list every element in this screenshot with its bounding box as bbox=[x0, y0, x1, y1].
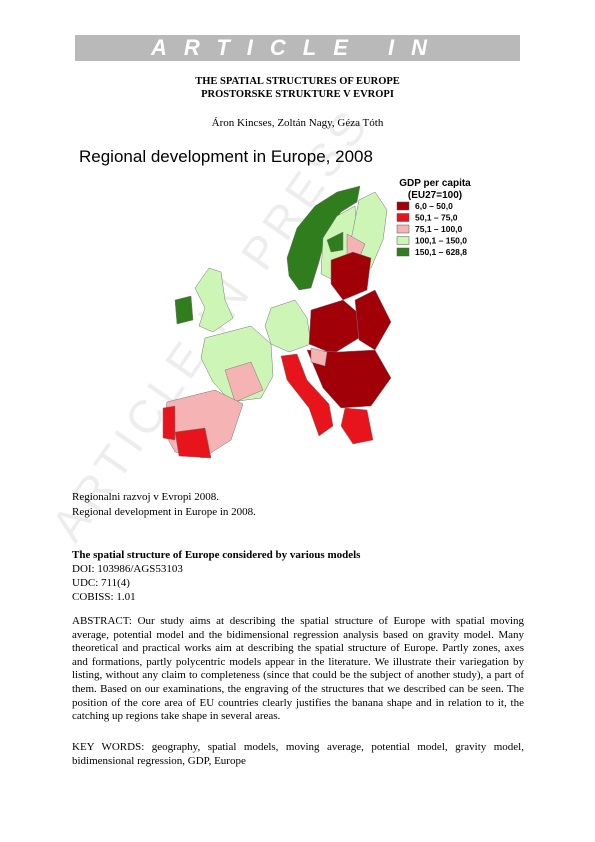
authors: Áron Kincses, Zoltán Nagy, Géza Tóth bbox=[211, 117, 384, 129]
legend: GDP per capita(EU27=100)6,0 – 50,0 50,1 –… bbox=[393, 174, 505, 262]
legend-box bbox=[393, 174, 505, 262]
region bbox=[162, 405, 176, 441]
region bbox=[174, 295, 194, 325]
meta: UDC: 711(4) bbox=[72, 577, 130, 589]
caption: Regional development in Europe in 2008. bbox=[72, 506, 256, 518]
keywords: KEY WORDS: geography, spatial models, mo… bbox=[72, 741, 524, 767]
map-figure: Regional development in Europe, 2008 GDP… bbox=[79, 147, 505, 459]
region bbox=[326, 231, 344, 253]
region bbox=[340, 407, 374, 445]
meta: DOI: 103986/AGS53103 bbox=[72, 563, 183, 575]
region bbox=[310, 347, 328, 367]
legend-swatch bbox=[396, 247, 410, 257]
caption: Regionalni razvoj v Evropi 2008. bbox=[72, 491, 219, 503]
region bbox=[280, 353, 334, 437]
legend-title: (EU27=100) bbox=[408, 190, 462, 201]
region bbox=[194, 267, 234, 333]
legend-swatch bbox=[396, 224, 410, 234]
legend-label: 6,0 – 50,0 bbox=[415, 201, 453, 211]
region bbox=[224, 361, 264, 403]
legend-label: 75,1 – 100,0 bbox=[415, 224, 463, 234]
region bbox=[264, 299, 312, 353]
title: THE SPATIAL STRUCTURES OF EUROPE bbox=[195, 76, 400, 87]
region bbox=[330, 251, 372, 301]
abstract: ABSTRACT: Our study aims at describing t… bbox=[72, 615, 524, 723]
legend-title: GDP per capita bbox=[399, 178, 471, 189]
title: PROSTORSKE STRUKTURE V EVROPI bbox=[201, 89, 394, 100]
legend-swatch bbox=[396, 201, 410, 211]
region bbox=[174, 427, 212, 459]
region bbox=[354, 289, 392, 351]
figure-title: Regional development in Europe, 2008 bbox=[79, 147, 373, 166]
legend-label: 50,1 – 75,0 bbox=[415, 213, 458, 223]
banner: ARTICLE IN PRESS bbox=[75, 35, 520, 86]
section-heading: The spatial structure of Europe consider… bbox=[72, 549, 361, 561]
legend-label: 100,1 – 150,0 bbox=[415, 236, 467, 246]
map bbox=[162, 185, 392, 459]
meta: COBISS: 1.01 bbox=[72, 591, 136, 603]
legend-swatch bbox=[396, 236, 410, 245]
legend-label: 150,1 – 628,8 bbox=[415, 247, 467, 257]
region bbox=[306, 349, 392, 409]
legend-swatch bbox=[396, 213, 410, 222]
region bbox=[308, 299, 360, 355]
